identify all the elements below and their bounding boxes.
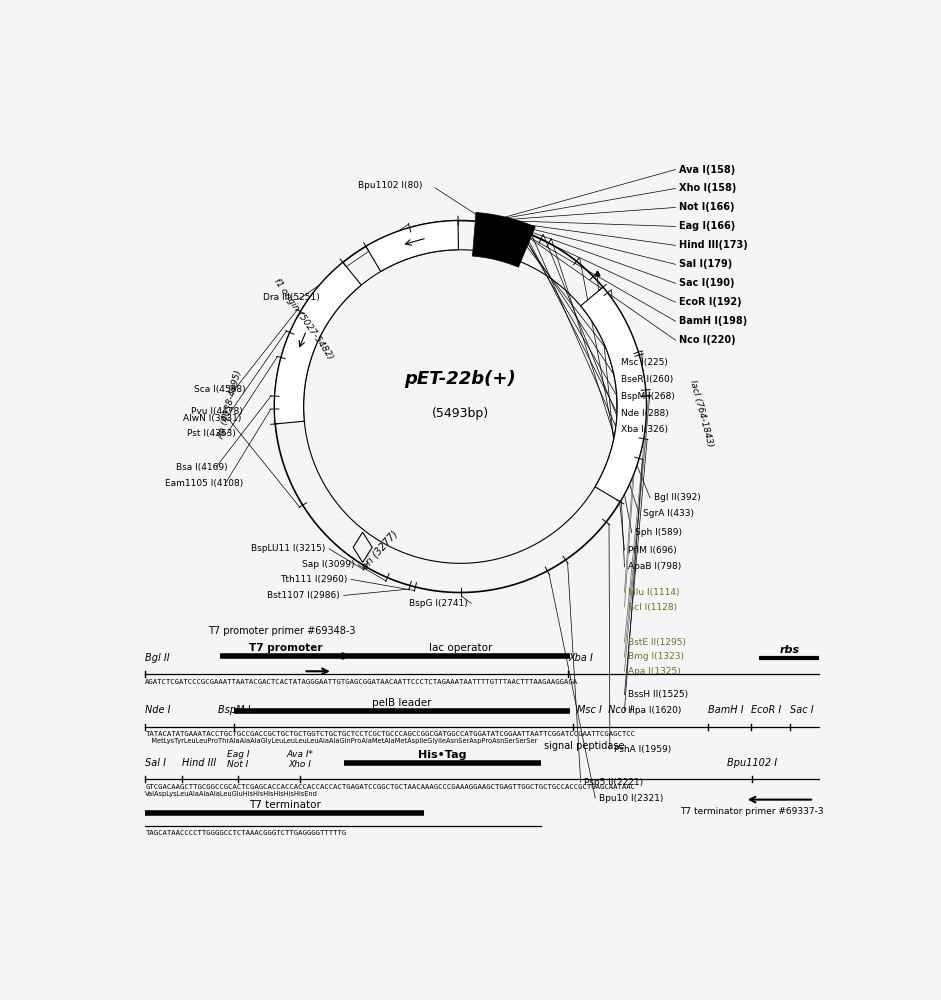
Text: BspLU11 I(3215): BspLU11 I(3215) [251, 544, 326, 553]
Text: Xba I(326): Xba I(326) [621, 425, 668, 434]
Text: BssH II(1525): BssH II(1525) [628, 690, 688, 699]
Text: Bcl I(1128): Bcl I(1128) [628, 603, 678, 612]
Text: signal peptidase: signal peptidase [544, 741, 625, 751]
Text: Nde I(288): Nde I(288) [621, 409, 668, 418]
Text: (5493bp): (5493bp) [432, 407, 489, 420]
Text: Sap I(3099): Sap I(3099) [302, 560, 355, 569]
Text: T7 promoter: T7 promoter [248, 643, 322, 653]
Text: Eam1105 I(4108): Eam1105 I(4108) [165, 479, 244, 488]
Text: Sac I(190): Sac I(190) [679, 278, 735, 288]
Text: f1 origin (5027-5482): f1 origin (5027-5482) [272, 277, 335, 361]
Text: Bpu1102 I: Bpu1102 I [727, 758, 777, 768]
Text: T7 terminator primer #69337-3: T7 terminator primer #69337-3 [680, 807, 824, 816]
Text: Eag I: Eag I [227, 750, 249, 759]
Text: T7 terminator: T7 terminator [248, 800, 321, 810]
Text: Sac I: Sac I [790, 705, 814, 715]
Text: EcoR I: EcoR I [751, 705, 781, 715]
Text: lac operator: lac operator [429, 643, 492, 653]
Text: Xho I: Xho I [289, 760, 311, 769]
Text: Nde I: Nde I [145, 705, 171, 715]
Text: Bgl II(392): Bgl II(392) [654, 493, 700, 502]
Text: SgrA I(433): SgrA I(433) [643, 509, 694, 518]
Text: Psp5 II(2221): Psp5 II(2221) [584, 778, 644, 787]
Text: Ap (4038-4895): Ap (4038-4895) [217, 369, 245, 440]
Text: BspM I: BspM I [218, 705, 250, 715]
Text: Apa I(1325): Apa I(1325) [628, 667, 681, 676]
Text: Sal I(179): Sal I(179) [679, 259, 732, 269]
Text: Bsa I(4169): Bsa I(4169) [176, 463, 228, 472]
Text: rbs: rbs [779, 645, 799, 655]
Text: Ava I*: Ava I* [286, 750, 313, 759]
Text: Not I: Not I [228, 760, 248, 769]
Text: EcoR I(192): EcoR I(192) [679, 297, 742, 307]
Text: BstE II(1295): BstE II(1295) [628, 638, 686, 647]
Text: lacI (764-1843): lacI (764-1843) [688, 379, 714, 448]
Text: ApaB I(798): ApaB I(798) [628, 562, 681, 571]
Text: Bst1107 I(2986): Bst1107 I(2986) [267, 591, 340, 600]
Text: BamH I(198): BamH I(198) [679, 316, 747, 326]
Polygon shape [366, 221, 458, 272]
Text: BamH I: BamH I [709, 705, 744, 715]
Text: T7 promoter primer #69348-3: T7 promoter primer #69348-3 [208, 626, 356, 636]
Text: AGATCTCGATCCCGCGAAATTAATACGACTCACTATAGGGAATTGTGAGCGGATAACAATTCCCTCTAGAAATAATTTTG: AGATCTCGATCCCGCGAAATTAATACGACTCACTATAGGG… [145, 679, 579, 685]
Text: Msc I  Nco I: Msc I Nco I [577, 705, 632, 715]
Text: Sca I(4588): Sca I(4588) [194, 385, 246, 394]
Text: Dra III(5251): Dra III(5251) [263, 293, 320, 302]
Text: Bgl II: Bgl II [145, 653, 170, 663]
Text: PshA I(1959): PshA I(1959) [614, 745, 671, 754]
Text: BseR I(260): BseR I(260) [621, 375, 673, 384]
Text: pelB leader: pelB leader [373, 698, 432, 708]
Text: Not I(166): Not I(166) [679, 202, 735, 212]
Text: Nco I(220): Nco I(220) [679, 335, 736, 345]
Text: BspG I(2741): BspG I(2741) [409, 599, 468, 608]
Text: Xho I(158): Xho I(158) [679, 183, 737, 193]
Text: Mlu I(1114): Mlu I(1114) [628, 588, 679, 597]
Polygon shape [581, 287, 646, 502]
Text: Ava I(158): Ava I(158) [679, 165, 736, 175]
Text: Bpu1102 I(80): Bpu1102 I(80) [359, 181, 423, 190]
Text: Bmg I(1323): Bmg I(1323) [628, 652, 684, 661]
Text: Tth111 I(2960): Tth111 I(2960) [280, 575, 347, 584]
Text: Hpa I(1620): Hpa I(1620) [628, 706, 681, 715]
Text: Pvu I(4478): Pvu I(4478) [190, 407, 242, 416]
Text: His•Tag: His•Tag [418, 750, 467, 760]
Text: Hind III: Hind III [182, 758, 216, 768]
Text: Hind III(173): Hind III(173) [679, 240, 748, 250]
Text: BspM I(268): BspM I(268) [621, 392, 675, 401]
Polygon shape [275, 262, 361, 424]
Text: pET-22b(+): pET-22b(+) [405, 370, 517, 388]
Text: MetLysTyrLeuLeuProThrAlaAlaAlaGlyLeuLeuLeuLeuAlaAlaGlnProAlaMetAlaMetAspIleGlyIl: MetLysTyrLeuLeuProThrAlaAlaAlaGlyLeuLeuL… [145, 738, 537, 744]
Text: TATACATATGAAATACCTGCTGCCGACCGCTGCTGCTGGTCTGCTGCTCCTCGCTGCCCAGCCGGCGATGGCCATGGATA: TATACATATGAAATACCTGCTGCCGACCGCTGCTGCTGGT… [145, 731, 635, 737]
Text: ValAspLysLeuAlaAlaAlaLeuGluHisHisHisHisHisHisEnd: ValAspLysLeuAlaAlaAlaLeuGluHisHisHisHisH… [145, 791, 318, 797]
Text: TAGCATAACCCCTTGGGGCCTCTAAACGGGTCTTGAGGGGTTTTTG: TAGCATAACCCCTTGGGGCCTCTAAACGGGTCTTGAGGGG… [145, 830, 346, 836]
Text: ori (3277): ori (3277) [360, 529, 400, 572]
Text: Eag I(166): Eag I(166) [679, 221, 736, 231]
Text: PflM I(696): PflM I(696) [628, 546, 677, 555]
Text: Sph I(589): Sph I(589) [635, 528, 682, 537]
Text: Sal I: Sal I [145, 758, 167, 768]
Text: Msc I(225): Msc I(225) [621, 358, 668, 367]
Text: AlwN I(3631): AlwN I(3631) [183, 414, 242, 423]
Text: Pst I(4353): Pst I(4353) [187, 429, 236, 438]
Polygon shape [472, 212, 535, 267]
Text: GTCGACAAGCTTGCGGCCGCACTCGAGCACCACCACCACCACCACTGAGATCCGGCTGCTAACAAAGCCCGAAAGGAAGC: GTCGACAAGCTTGCGGCCGCACTCGAGCACCACCACCACC… [145, 784, 635, 790]
Text: Xba I: Xba I [568, 653, 593, 663]
Text: Bpu10 I(2321): Bpu10 I(2321) [598, 794, 663, 803]
